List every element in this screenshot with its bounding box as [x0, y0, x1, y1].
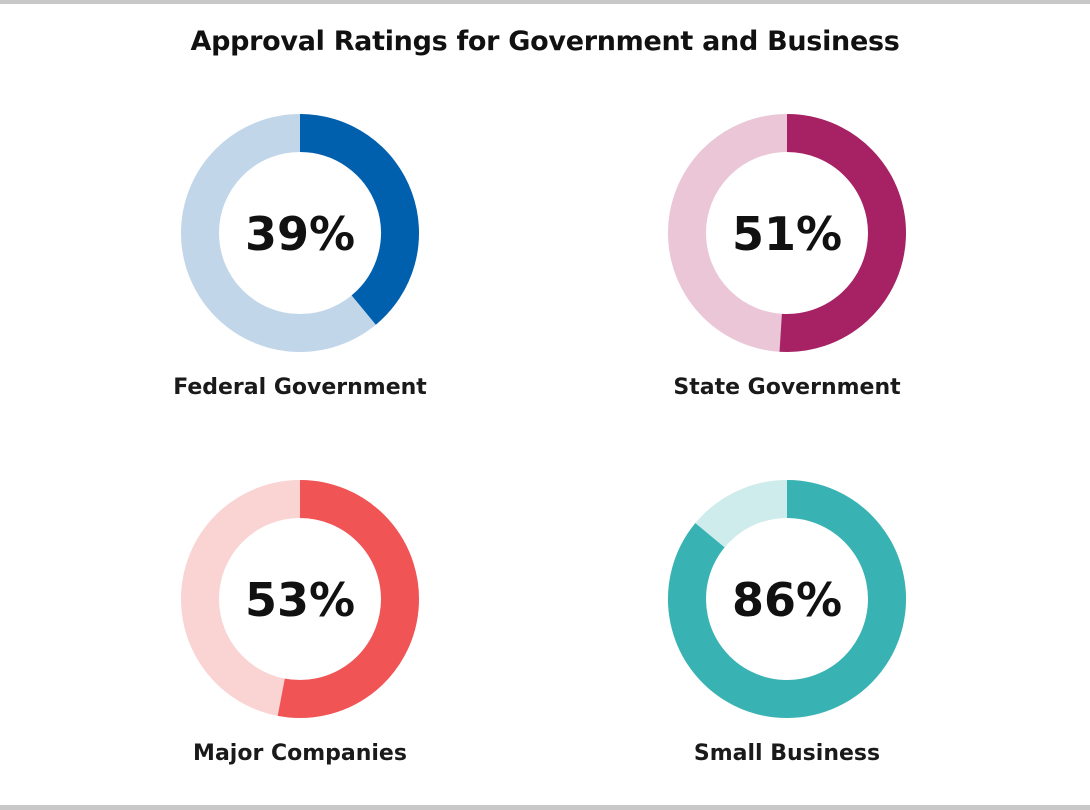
donut-value-label: 53%	[245, 573, 355, 627]
top-border	[0, 0, 1090, 4]
donut-value-label: 86%	[732, 573, 842, 627]
donut-value-label: 39%	[245, 207, 355, 261]
donut-major-companies: 53% Major Companies	[150, 479, 450, 779]
category-label: Small Business	[693, 741, 881, 766]
category-label: Major Companies	[193, 741, 407, 766]
category-label: State Government	[673, 375, 901, 400]
donut-small-business: 86% Small Business	[637, 479, 937, 779]
bottom-border	[0, 805, 1090, 810]
donut-chart: 53%	[181, 480, 419, 718]
donut-chart: 51%	[668, 114, 906, 352]
chart-title: Approval Ratings for Government and Busi…	[190, 26, 900, 57]
donut-state-government: 51% State Government	[637, 113, 937, 413]
donut-chart: 39%	[181, 114, 419, 352]
donut-arc	[299, 114, 419, 325]
donut-chart: 86%	[668, 480, 906, 718]
donut-federal-government: 39% Federal Government	[150, 113, 450, 413]
donut-arc	[668, 480, 906, 718]
donut-arc	[277, 480, 419, 718]
donut-arc	[779, 114, 906, 352]
category-label: Federal Government	[173, 375, 427, 400]
donut-value-label: 51%	[732, 207, 842, 261]
